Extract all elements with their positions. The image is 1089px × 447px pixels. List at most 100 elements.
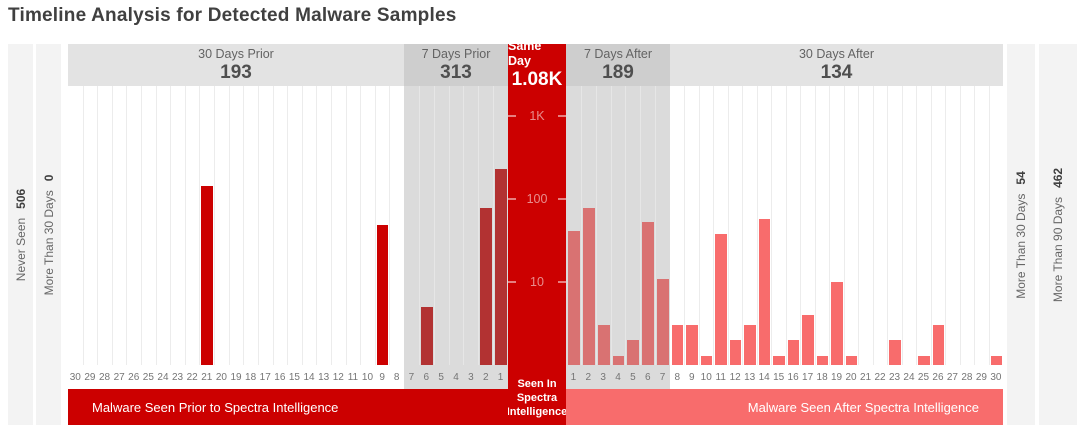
zone-label: Same Day [508, 39, 542, 68]
x-tick-label-7: 7 [659, 371, 666, 383]
day-column-21 [199, 86, 214, 365]
bar-prior7-day-6[interactable] [420, 307, 433, 365]
malware-seen-after-band: Malware Seen After Spectra Intelligence [566, 389, 1003, 425]
bar-after7-day-2[interactable] [582, 208, 595, 365]
bar-prior30-day-9[interactable] [376, 225, 389, 365]
x-tick-label-2: 2 [585, 371, 592, 383]
day-column-11 [345, 86, 361, 365]
bar-after30-day-11[interactable] [715, 234, 727, 365]
bar-after30-day-8[interactable] [672, 325, 684, 365]
x-tick-label-25: 25 [917, 371, 930, 383]
bar-after30-day-23[interactable] [889, 340, 901, 365]
day-column-25 [916, 86, 930, 365]
x-tick-label-16: 16 [787, 371, 799, 383]
zone-30-days-prior-axis: 30 29 28 27 26 25 24 23 22 21 20 19 18 17 16 15 14 13 12 11… [68, 365, 404, 389]
day-column-2 [478, 86, 493, 365]
day-column-3 [595, 86, 611, 365]
day-column-9 [374, 86, 390, 365]
spectra-line: Spectra [516, 392, 558, 404]
x-tick-label-7: 7 [408, 371, 415, 383]
x-tick-label-3: 3 [600, 371, 606, 383]
bar-after30-day-25[interactable] [918, 356, 930, 365]
day-column-12 [330, 86, 346, 365]
bar-after7-day-1[interactable] [568, 231, 580, 365]
y-tick-label-100: 100 [526, 192, 548, 206]
bar-after30-day-17[interactable] [802, 315, 814, 365]
bar-prior7-day-1[interactable] [495, 169, 508, 365]
bar-after7-day-6[interactable] [642, 222, 655, 365]
bar-after30-day-26[interactable] [932, 325, 945, 365]
y-tick-mark-1K-right [558, 115, 566, 117]
zone-30-days-after-axis: 8 9 10 11 12 13 14 15 16 17 18 19 20 21 22 23 24 25 26 27 28… [670, 365, 1003, 389]
bar-prior30-day-21[interactable] [201, 186, 214, 365]
day-column-17 [800, 86, 814, 365]
x-tick-label-21: 21 [201, 371, 213, 383]
day-column-14 [301, 86, 317, 365]
bar-after7-day-5[interactable] [627, 340, 640, 365]
x-tick-label-23: 23 [172, 371, 184, 383]
bar-after30-day-20[interactable] [845, 356, 858, 365]
bar-after30-day-10[interactable] [700, 356, 713, 365]
x-tick-label-19: 19 [831, 371, 843, 383]
never-seen-column: Never Seen 506 [8, 44, 33, 425]
bar-after30-day-13[interactable] [744, 325, 756, 365]
zone-30-days-after: 30 Days After 134 8 9 10 11 12 13 14 15 16 17 18 19… [670, 44, 1003, 425]
day-column-6 [418, 86, 434, 365]
zone-same-day[interactable]: Same Day 1.08K 1K 100 10 Seen In Spectra I… [507, 39, 567, 425]
bar-after30-day-19[interactable] [831, 282, 843, 365]
x-tick-label-8: 8 [674, 371, 681, 383]
x-tick-label-14: 14 [303, 371, 315, 383]
x-tick-label-27: 27 [113, 371, 125, 383]
bar-after7-day-7[interactable] [657, 279, 670, 365]
day-column-15 [287, 86, 302, 365]
x-tick-label-4: 4 [615, 371, 621, 383]
x-tick-label-29: 29 [975, 371, 987, 383]
x-tick-label-21: 21 [859, 371, 872, 383]
bar-after30-day-18[interactable] [816, 356, 829, 365]
zone-same-day-header: Same Day 1.08K [508, 39, 566, 90]
bar-after30-day-15[interactable] [773, 356, 785, 365]
x-tick-label-19: 19 [230, 371, 242, 383]
day-column-28 [959, 86, 974, 365]
day-column-23 [887, 86, 901, 365]
day-column-14 [756, 86, 771, 365]
day-column-12 [727, 86, 742, 365]
x-tick-label-22: 22 [186, 371, 198, 383]
day-column-26 [930, 86, 945, 365]
bar-after30-day-12[interactable] [729, 340, 742, 365]
day-column-8 [670, 86, 684, 365]
day-column-25 [141, 86, 156, 365]
bar-prior7-day-2[interactable] [480, 208, 493, 365]
day-column-2 [580, 86, 596, 365]
bar-after30-day-30[interactable] [990, 356, 1003, 365]
zone-30-days-after-plot [670, 86, 1003, 365]
x-tick-label-8: 8 [393, 371, 400, 383]
day-column-16 [272, 86, 288, 365]
y-axis: 1K 100 10 [508, 86, 566, 365]
zone-total: 193 [220, 61, 252, 83]
x-tick-label-26: 26 [128, 371, 140, 383]
day-column-18 [243, 86, 258, 365]
bar-after30-day-14[interactable] [758, 219, 771, 365]
more-than-30-days-prior-value: 0 [41, 174, 56, 181]
zone-30-days-after-header: 30 Days After 134 [670, 44, 1003, 86]
x-tick-label-5: 5 [630, 371, 636, 383]
day-column-24 [155, 86, 171, 365]
zone-7-days-prior-header: 7 Days Prior 313 [404, 44, 508, 86]
bar-after7-day-4[interactable] [612, 356, 625, 365]
zone-label: 7 Days Prior [421, 46, 491, 61]
bar-after30-day-9[interactable] [686, 325, 698, 365]
x-tick-label-26: 26 [932, 371, 944, 383]
day-column-6 [640, 86, 655, 365]
never-seen-value: 506 [13, 188, 28, 209]
x-tick-label-9: 9 [379, 371, 385, 383]
bar-after30-day-16[interactable] [787, 340, 800, 365]
x-tick-label-30: 30 [990, 371, 1002, 383]
more-than-30-days-after-value: 54 [1014, 170, 1028, 185]
day-column-4 [610, 86, 626, 365]
bar-after7-day-3[interactable] [597, 325, 610, 365]
day-column-22 [872, 86, 887, 365]
y-tick-label-10: 10 [530, 275, 544, 289]
day-column-10 [698, 86, 713, 365]
